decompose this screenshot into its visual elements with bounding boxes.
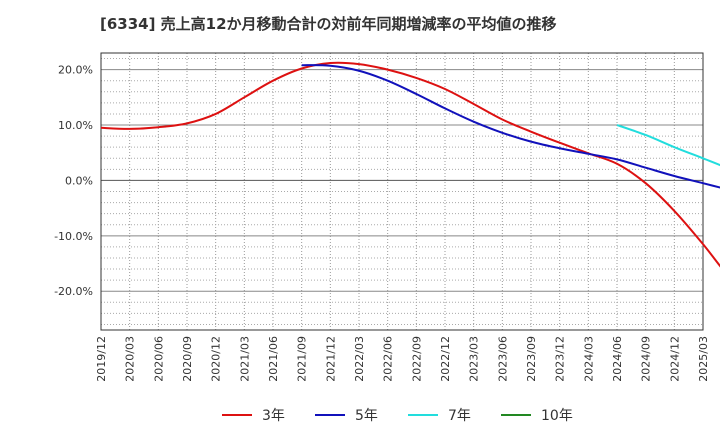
- legend-swatch: [501, 414, 531, 416]
- y-tick-labels: 20.0% 10.0% 0.0% -10.0% -20.0%: [54, 64, 93, 299]
- plot-frame: [100, 52, 704, 331]
- x-tick-label: 2023/09: [525, 336, 538, 382]
- x-tick-label: 2021/03: [238, 336, 251, 382]
- x-tick-label: 2021/12: [324, 336, 337, 382]
- x-tick-label: 2022/06: [382, 336, 395, 382]
- x-tick-label: 2019/12: [95, 336, 108, 382]
- legend-swatch: [222, 414, 252, 416]
- legend-item: 3年: [222, 403, 285, 427]
- x-tick-label: 2020/03: [124, 336, 137, 382]
- x-tick-label: 2020/12: [210, 336, 223, 382]
- chart-title: [6334] 売上高12か月移動合計の対前年同期増減率の平均値の推移: [100, 15, 557, 33]
- x-tick-label: 2025/03: [697, 336, 710, 382]
- x-tick-label: 2022/03: [353, 336, 366, 382]
- legend-item: 10年: [501, 403, 573, 427]
- x-tick-label: 2020/09: [181, 336, 194, 382]
- y-tick-label: 10.0%: [58, 119, 93, 132]
- legend-item: 7年: [408, 403, 471, 427]
- x-tick-label: 2024/09: [640, 336, 653, 382]
- x-tick-label: 2021/06: [267, 336, 280, 382]
- legend-label: 5年: [355, 408, 378, 424]
- y-tick-label: -10.0%: [54, 230, 93, 243]
- series-lines: [100, 61, 720, 268]
- legend-label: 10年: [541, 408, 573, 424]
- series-line-7年: [616, 124, 720, 167]
- y-tick-label: 0.0%: [65, 174, 93, 187]
- x-tick-label: 2024/06: [611, 336, 624, 382]
- x-tick-label: 2024/12: [668, 336, 681, 382]
- legend: 3年 5年 7年 10年: [0, 403, 720, 427]
- x-tick-label: 2022/09: [410, 336, 423, 382]
- series-line-5年: [301, 64, 720, 189]
- legend-label: 7年: [448, 408, 471, 424]
- axes: [100, 52, 704, 331]
- legend-label: 3年: [262, 408, 285, 424]
- y-tick-label: 20.0%: [58, 64, 93, 77]
- x-tick-label: 2022/12: [439, 336, 452, 382]
- legend-item: 5年: [315, 403, 378, 427]
- series-line-3年: [100, 61, 720, 268]
- x-tick-label: 2023/12: [554, 336, 567, 382]
- y-tick-label: -20.0%: [54, 285, 93, 298]
- x-tick-label: 2024/03: [582, 336, 595, 382]
- x-tick-label: 2023/06: [496, 336, 509, 382]
- x-tick-label: 2021/09: [296, 336, 309, 382]
- legend-swatch: [408, 414, 438, 416]
- grid-lines: [101, 53, 703, 330]
- legend-swatch: [315, 414, 345, 416]
- x-tick-label: 2023/03: [468, 336, 481, 382]
- x-tick-label: 2020/06: [152, 336, 165, 382]
- x-tick-labels: 2019/12 2020/03 2020/06 2020/09 2020/12 2021/…: [95, 336, 710, 382]
